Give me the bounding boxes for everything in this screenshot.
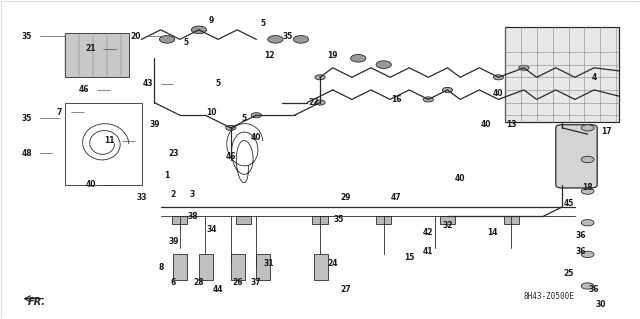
Circle shape [251,113,261,118]
Text: 36: 36 [576,247,586,256]
Text: 19: 19 [328,51,338,60]
Text: 40: 40 [251,133,262,142]
Text: 36: 36 [589,285,599,294]
Text: 29: 29 [340,193,351,202]
Text: 40: 40 [455,174,465,183]
Text: 40: 40 [85,180,96,189]
Text: 28: 28 [194,278,204,287]
Text: 21: 21 [85,44,96,53]
Text: 43: 43 [143,79,153,88]
Text: 4: 4 [591,73,596,82]
Text: 5: 5 [184,38,189,47]
Text: 45: 45 [563,199,573,208]
Text: 48: 48 [22,149,32,158]
Bar [65,103,141,185]
Circle shape [581,125,594,131]
Circle shape [442,87,452,93]
Bar [231,254,245,280]
Circle shape [351,55,366,62]
Circle shape [581,219,594,226]
Text: 20: 20 [130,32,140,41]
Text: 35: 35 [22,32,32,41]
Text: 41: 41 [423,247,433,256]
Text: 18: 18 [582,183,593,192]
Text: 13: 13 [506,120,516,129]
Circle shape [581,156,594,163]
Text: 30: 30 [595,300,605,309]
Text: 40: 40 [493,89,504,98]
Text: 15: 15 [404,253,414,262]
Text: 10: 10 [207,108,217,116]
Text: 9: 9 [209,16,214,25]
Text: 42: 42 [423,228,433,237]
Bar [440,216,455,224]
Text: 44: 44 [212,285,223,294]
Text: 8: 8 [158,263,163,271]
FancyBboxPatch shape [505,27,620,122]
Text: 39: 39 [168,237,179,246]
Text: 35: 35 [22,114,32,123]
Circle shape [159,35,175,43]
Text: 26: 26 [232,278,243,287]
Text: 23: 23 [168,149,179,158]
Bar [312,216,328,224]
Text: 46: 46 [79,85,90,94]
Circle shape [581,188,594,194]
Bar [172,216,188,224]
Text: 7: 7 [56,108,61,116]
Bar [65,33,129,77]
Text: 22: 22 [308,98,319,107]
Bar [314,254,328,280]
FancyBboxPatch shape [556,125,597,188]
Text: 24: 24 [328,259,338,268]
Text: 8H43-Z0500E: 8H43-Z0500E [524,292,575,300]
Bar [173,254,188,280]
Circle shape [315,75,325,80]
Bar [504,216,519,224]
Circle shape [376,61,392,69]
Text: 17: 17 [602,127,612,136]
Circle shape [493,75,504,80]
Bar [256,254,270,280]
Circle shape [315,100,325,105]
Text: 5: 5 [216,79,221,88]
Circle shape [293,35,308,43]
Text: 38: 38 [188,212,198,221]
Text: 16: 16 [391,95,402,104]
Bar [199,254,213,280]
Text: 14: 14 [487,228,497,237]
Text: 5: 5 [260,19,265,28]
Text: 39: 39 [149,120,159,129]
Text: 33: 33 [136,193,147,202]
Circle shape [519,65,529,70]
Text: 46: 46 [225,152,236,161]
Text: 27: 27 [340,285,351,294]
Text: 47: 47 [391,193,402,202]
Text: 31: 31 [264,259,275,268]
Bar [376,216,392,224]
Text: 34: 34 [207,225,217,234]
Circle shape [581,283,594,289]
Text: 12: 12 [264,51,275,60]
Bar [236,216,251,224]
Text: 3: 3 [190,190,195,199]
Text: 6: 6 [171,278,176,287]
Text: 40: 40 [481,120,491,129]
Text: 32: 32 [442,221,452,230]
Circle shape [268,35,283,43]
Text: FR.: FR. [28,297,45,307]
Text: 35: 35 [283,32,293,41]
Circle shape [423,97,433,102]
Text: 11: 11 [104,136,115,145]
Circle shape [581,251,594,257]
Text: 37: 37 [251,278,262,287]
Text: 1: 1 [164,171,170,180]
Text: 5: 5 [241,114,246,123]
Circle shape [226,125,236,130]
Text: 35: 35 [334,215,344,224]
Text: 2: 2 [171,190,176,199]
Text: 25: 25 [563,269,573,278]
Text: 36: 36 [576,231,586,240]
Circle shape [191,26,207,33]
